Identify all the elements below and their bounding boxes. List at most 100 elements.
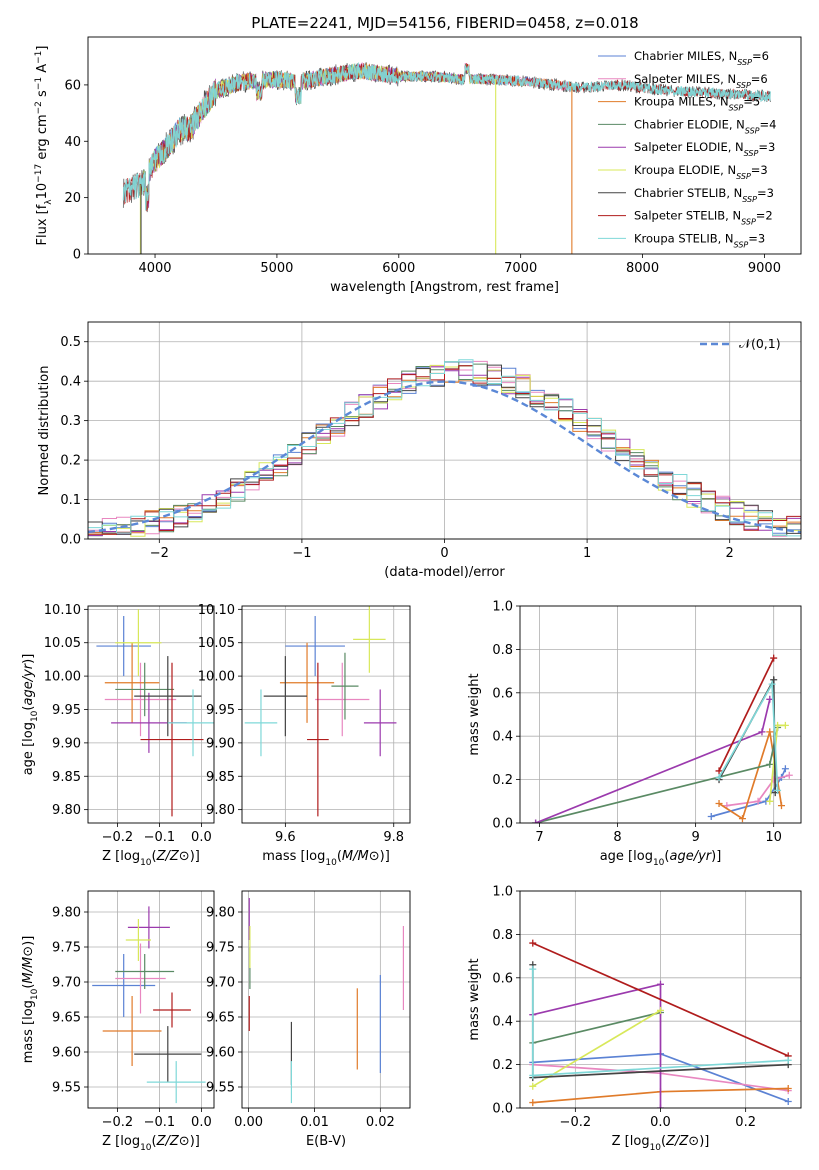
- y-tick-label: 9.95: [52, 703, 81, 718]
- axes-frame: [519, 605, 802, 824]
- y-tick-label: 0.4: [492, 730, 513, 745]
- y-tick-label: 0.2: [60, 454, 81, 469]
- axes-frame: [241, 605, 411, 824]
- y-tick-label: 9.75: [206, 941, 235, 956]
- y-axis-label: mass weight: [467, 958, 482, 1040]
- legend-label: Kroupa MILES, NSSP=5: [634, 95, 760, 113]
- weight-marker: [529, 965, 537, 973]
- y-tick-label: 0.6: [492, 686, 513, 701]
- x-tick-label: 5000: [260, 261, 293, 276]
- weight-marker: [781, 721, 789, 729]
- y-tick-label: 10.05: [44, 636, 81, 651]
- x-tick-label: 4000: [138, 261, 171, 276]
- x-tick-label: −0.2: [102, 830, 134, 845]
- legend-label: Chabrier MILES, NSSP=6: [634, 49, 769, 67]
- x-tick-label: 0: [440, 546, 448, 561]
- y-tick-label: 9.85: [52, 770, 81, 785]
- y-tick-label: 0: [73, 248, 81, 263]
- legend-label: Salpeter MILES, NSSP=6: [634, 72, 768, 90]
- y-tick-label: 9.80: [52, 803, 81, 818]
- spectrum-line: [142, 63, 573, 209]
- y-tick-label: 0.8: [492, 928, 513, 943]
- legend-label: Chabrier ELODIE, NSSP=4: [634, 117, 776, 135]
- weight-marker: [715, 773, 723, 781]
- y-tick-label: 0.4: [60, 375, 81, 390]
- weight-marker: [784, 1097, 792, 1105]
- x-axis-label: Z [log10(Z/Z⊙)]: [102, 1134, 200, 1153]
- legend-label: Salpeter ELODIE, NSSP=3: [634, 140, 775, 158]
- residual-legend: 𝒩(0,1): [700, 336, 781, 351]
- y-tick-label: 10.10: [44, 603, 81, 618]
- y-tick-label: 10.00: [44, 670, 81, 685]
- spectrum-legend: Chabrier MILES, NSSP=6 Salpeter MILES, NS…: [598, 49, 776, 249]
- y-tick-label: 0.8: [492, 643, 513, 658]
- weight-line: [718, 657, 775, 772]
- weight-marker: [738, 815, 746, 823]
- axes-frame: [87, 890, 215, 1109]
- plot-area: [92, 906, 206, 1104]
- y-axis-label: mass weight: [467, 673, 482, 755]
- x-axis-label: E(B-V): [306, 1134, 346, 1149]
- plot-area: [122, 61, 771, 254]
- weight-line: [726, 774, 790, 807]
- x-axis-label: age [log10(age/yr)]: [600, 849, 722, 868]
- y-tick-label: 10.10: [198, 603, 235, 618]
- weight-marker: [754, 797, 762, 805]
- weight-marker: [784, 1084, 792, 1092]
- panel-weight_vs_age: 7 8 9 10 0.0 0.2 0.4 0.6 0.8 1.0 age [log10(age/yr…: [467, 600, 802, 868]
- x-axis-label: mass [log10(M/M⊙)]: [262, 849, 390, 868]
- weight-marker: [715, 799, 723, 807]
- y-axis-label: Normed distribution: [37, 366, 52, 496]
- weight-marker: [657, 1006, 664, 1014]
- weight-marker: [774, 786, 782, 794]
- y-tick-label: 1.0: [492, 885, 513, 900]
- weight-marker: [770, 654, 778, 662]
- weight-marker: [774, 721, 782, 729]
- y-tick-label: 9.65: [52, 1011, 81, 1026]
- axes-frame: [519, 890, 802, 1109]
- y-tick-label: 10.05: [198, 636, 235, 651]
- weight-marker: [657, 1104, 664, 1108]
- weight-marker: [529, 1082, 537, 1090]
- weight-marker: [532, 819, 540, 823]
- axes-frame: [87, 321, 802, 540]
- y-tick-label: 9.70: [52, 976, 81, 991]
- panel-spectrum: 4000 5000 6000 7000 8000 9000 0 20 40 60 wavelengt…: [34, 36, 802, 295]
- axes-frame: [241, 890, 411, 1109]
- x-tick-label: 7: [535, 830, 543, 845]
- x-axis-label: wavelength [Angstrom, rest frame]: [330, 280, 559, 295]
- y-axis-label: Flux [fλ10−17 erg cm−2 s−1 A−1]: [34, 46, 54, 246]
- legend-label: Kroupa STELIB, NSSP=3: [634, 231, 765, 249]
- spectrum-line: [122, 61, 771, 211]
- x-tick-label: 0.0: [650, 1115, 671, 1130]
- legend-label: Chabrier STELIB, NSSP=3: [634, 186, 774, 204]
- x-tick-label: −0.2: [102, 1115, 134, 1130]
- weight-marker: [766, 728, 774, 736]
- plot-area: [529, 939, 792, 1108]
- x-tick-label: −1: [292, 546, 311, 561]
- x-tick-label: 0.02: [366, 1115, 395, 1130]
- y-tick-label: 0.4: [492, 1015, 513, 1030]
- axes-frame: [87, 605, 215, 824]
- weight-marker: [758, 728, 766, 736]
- y-tick-label: 40: [64, 135, 81, 150]
- x-axis-label: Z [log10(Z/Z⊙)]: [612, 1134, 710, 1153]
- y-tick-label: 9.60: [206, 1046, 235, 1061]
- plot-area: [532, 654, 793, 823]
- y-tick-label: 0.2: [492, 773, 513, 788]
- legend-label: 𝒩(0,1): [739, 336, 781, 351]
- y-tick-label: 9.55: [52, 1081, 81, 1096]
- histogram-step: [88, 359, 801, 539]
- y-tick-label: 9.80: [52, 906, 81, 921]
- x-tick-label: −0.1: [144, 1115, 176, 1130]
- weight-marker: [784, 1056, 792, 1064]
- weight-marker: [529, 939, 537, 947]
- panel-mass_vs_Z: −0.2 −0.1 0.0 9.55 9.60 9.65 9.70 9.75 9.80 Z [lo…: [21, 890, 215, 1153]
- weight-marker: [529, 1071, 537, 1079]
- panel-mass_vs_ebv: 0.00 0.01 0.02 9.55 9.60 9.65 9.70 9.75 9.80 E(B-…: [206, 890, 411, 1149]
- y-tick-label: 9.75: [52, 941, 81, 956]
- y-tick-label: 0.5: [60, 335, 81, 350]
- panel-age_vs_Z: −0.2 −0.1 0.0 9.80 9.85 9.90 9.95 10.00 10.05 10.…: [21, 603, 215, 868]
- plot-area: [88, 359, 801, 539]
